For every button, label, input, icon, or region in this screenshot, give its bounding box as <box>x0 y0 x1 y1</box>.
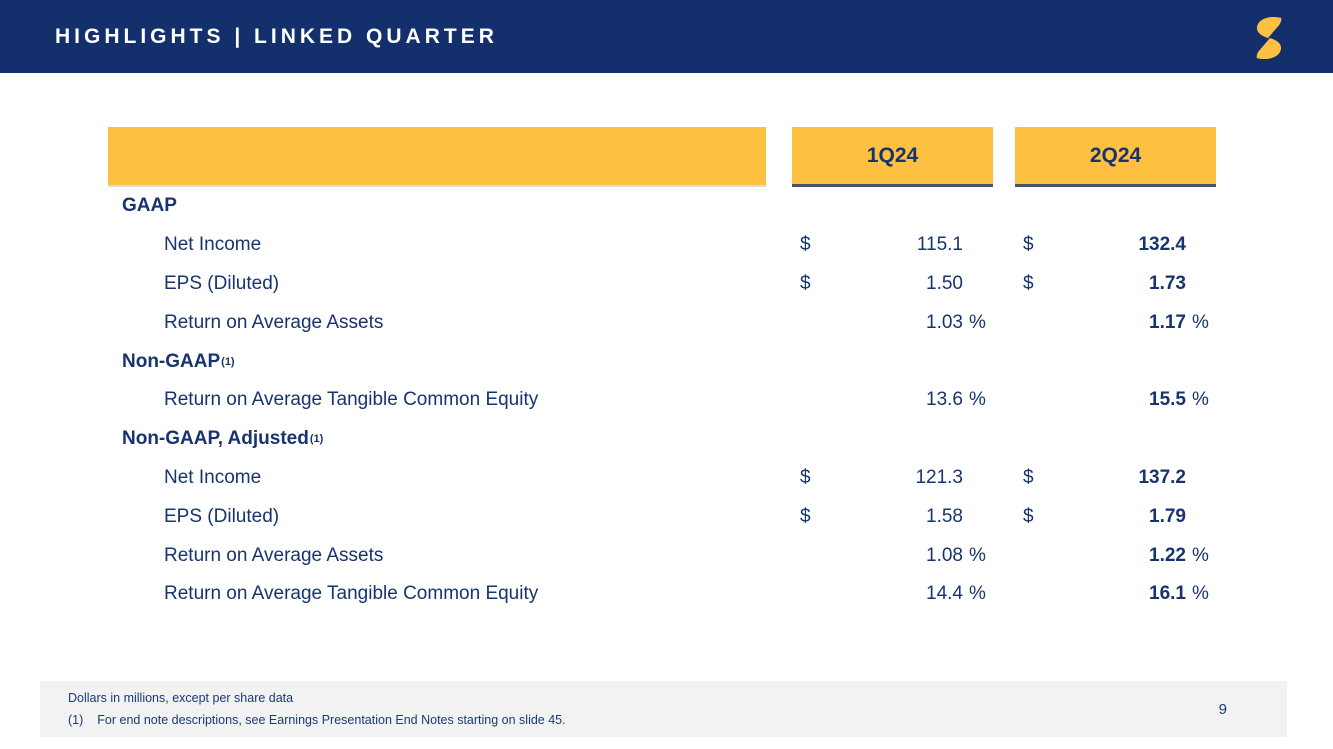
metric-value: 1.03 <box>926 311 963 333</box>
row-label: Return on Average Tangible Common Equity <box>164 389 539 411</box>
metric-value: 1.17 <box>1149 311 1186 333</box>
table-row: Return on Average Assets 1.03% 1.17% <box>108 303 1216 342</box>
percent-symbol: % <box>1192 389 1209 411</box>
column-header-2q24: 2Q24 <box>1015 127 1216 187</box>
footnote-units: Dollars in millions, except per share da… <box>68 691 294 705</box>
value-cell-1q24: $121.3 <box>792 467 993 489</box>
value-cell-2q24: 16.1% <box>1015 583 1216 605</box>
metric-value: 15.5 <box>1149 389 1186 411</box>
currency-symbol: $ <box>1023 505 1034 527</box>
value-cell-2q24: $132.4 <box>1015 234 1216 256</box>
metric-value: 137.2 <box>1138 466 1186 488</box>
value-cell-1q24: 1.08% <box>792 545 993 567</box>
value-cell-2q24: 1.17% <box>1015 312 1216 334</box>
column-header-1q24: 1Q24 <box>792 127 993 187</box>
gold-s-logo-icon <box>1256 16 1282 60</box>
currency-symbol: $ <box>1023 466 1034 488</box>
footnote-endnote: (1) For end note descriptions, see Earni… <box>68 709 566 731</box>
page-number: 9 <box>1218 700 1227 718</box>
page-title: HIGHLIGHTS | LINKED QUARTER <box>55 24 498 48</box>
table-row: Return on Average Tangible Common Equity… <box>108 575 1216 614</box>
row-label: Return on Average Tangible Common Equity <box>164 583 539 605</box>
metric-value: 1.58 <box>926 505 963 527</box>
value-cell-2q24: 15.5% <box>1015 389 1216 411</box>
table-row: Return on Average Assets 1.08% 1.22% <box>108 536 1216 575</box>
row-label: EPS (Diluted) <box>164 505 280 527</box>
slide-header-bar: HIGHLIGHTS | LINKED QUARTER <box>0 0 1333 73</box>
section-name: Non-GAAP, Adjusted <box>122 428 309 450</box>
table-row: EPS (Diluted) $1.50 $1.73 <box>108 265 1216 304</box>
metric-value: 115.1 <box>916 234 963 256</box>
table-section-row: Non-GAAP (1) <box>108 342 1216 381</box>
table-body: GAAP Net Income $115.1 $132.4 EPS (Diluted) $… <box>108 187 1216 614</box>
table-section-row: GAAP <box>108 187 1216 226</box>
table-header-row: 1Q24 2Q24 <box>108 127 1216 187</box>
slide-footer-bar: Dollars in millions, except per share da… <box>40 681 1287 737</box>
metric-value: 14.4 <box>926 583 963 605</box>
row-label: Return on Average Assets <box>164 544 384 566</box>
section-header-label: Non-GAAP, Adjusted (1) <box>122 428 324 450</box>
value-cell-2q24: $137.2 <box>1015 467 1216 489</box>
table-section-row: Non-GAAP, Adjusted (1) <box>108 420 1216 459</box>
value-cell-2q24: $1.79 <box>1015 506 1216 528</box>
value-cell-1q24: $1.50 <box>792 273 993 295</box>
footnotes: Dollars in millions, except per share da… <box>40 687 566 731</box>
row-label: Net Income <box>164 466 262 488</box>
row-label: Net Income <box>164 234 262 256</box>
percent-symbol: % <box>969 389 986 411</box>
table-row: EPS (Diluted) $1.58 $1.79 <box>108 497 1216 536</box>
column-header-label: 1Q24 <box>866 143 919 167</box>
currency-symbol: $ <box>800 505 811 527</box>
value-cell-1q24: 1.03% <box>792 312 993 334</box>
table-header-spacer <box>108 127 766 187</box>
metric-value: 121.3 <box>915 466 963 488</box>
percent-symbol: % <box>1192 311 1209 333</box>
value-cell-2q24: 1.22% <box>1015 545 1216 567</box>
percent-symbol: % <box>969 583 986 605</box>
currency-symbol: $ <box>800 234 811 256</box>
financial-highlights-table: 1Q24 2Q24 GAAP Net Income $115.1 $132.4 EPS … <box>108 127 1216 614</box>
metric-value: 1.22 <box>1149 544 1186 566</box>
currency-symbol: $ <box>800 272 811 294</box>
section-name: Non-GAAP <box>122 350 221 372</box>
column-header-label: 2Q24 <box>1089 143 1142 167</box>
percent-symbol: % <box>1192 583 1209 605</box>
metric-value: 13.6 <box>926 389 963 411</box>
metric-value: 16.1 <box>1149 583 1186 605</box>
row-label: EPS (Diluted) <box>164 272 280 294</box>
percent-symbol: % <box>969 544 986 566</box>
value-cell-2q24: $1.73 <box>1015 273 1216 295</box>
value-cell-1q24: 14.4% <box>792 583 993 605</box>
currency-symbol: $ <box>1023 272 1034 294</box>
metric-value: 1.08 <box>926 544 963 566</box>
value-cell-1q24: 13.6% <box>792 389 993 411</box>
value-cell-1q24: $1.58 <box>792 506 993 528</box>
metric-value: 132.4 <box>1138 234 1186 256</box>
footnote-text: For end note descriptions, see Earnings … <box>97 713 566 727</box>
table-row: Return on Average Tangible Common Equity… <box>108 381 1216 420</box>
footnote-number: (1) <box>68 713 84 727</box>
table-row: Net Income $121.3 $137.2 <box>108 459 1216 498</box>
value-cell-1q24: $115.1 <box>792 234 993 256</box>
percent-symbol: % <box>969 311 986 333</box>
table-row: Net Income $115.1 $132.4 <box>108 226 1216 265</box>
row-label: Return on Average Assets <box>164 311 384 333</box>
metric-value: 1.73 <box>1149 272 1186 294</box>
section-header-label: Non-GAAP (1) <box>122 350 235 372</box>
section-name: GAAP <box>122 195 177 217</box>
metric-value: 1.50 <box>926 272 963 294</box>
section-header-label: GAAP <box>108 195 766 217</box>
currency-symbol: $ <box>800 466 811 488</box>
percent-symbol: % <box>1192 544 1209 566</box>
metric-value: 1.79 <box>1149 505 1186 527</box>
currency-symbol: $ <box>1023 234 1034 256</box>
